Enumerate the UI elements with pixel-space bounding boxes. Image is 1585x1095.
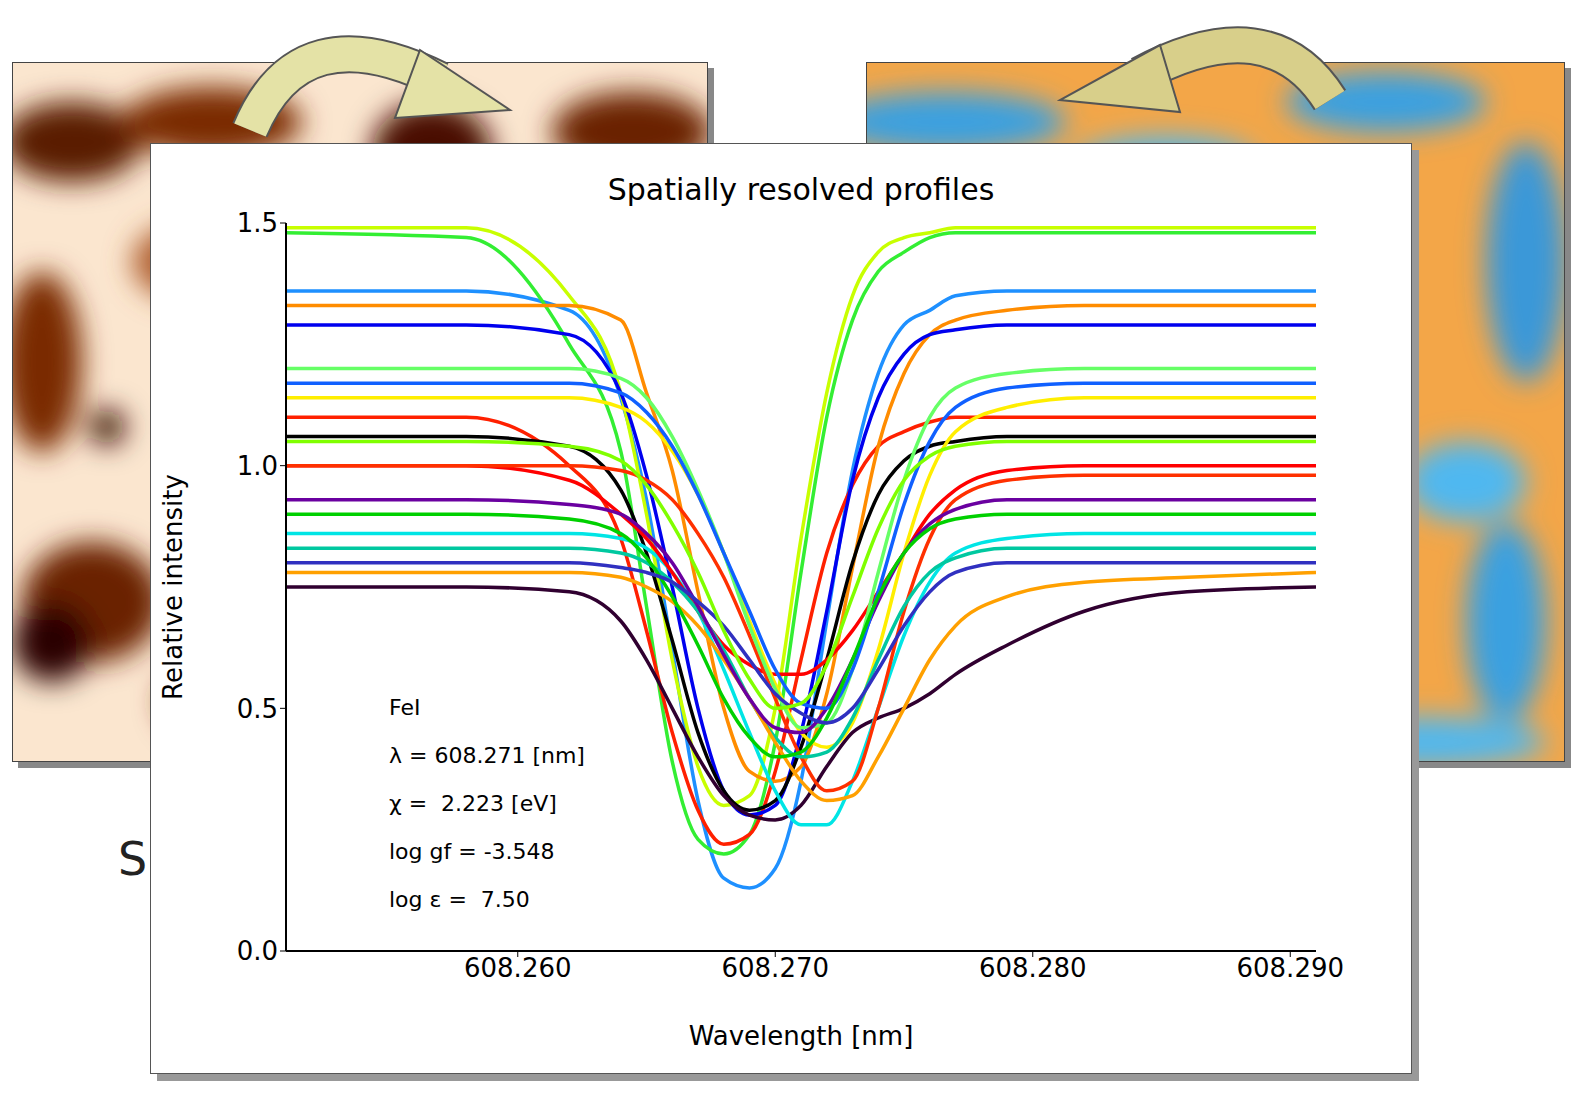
svg-text:1.5: 1.5 — [237, 208, 278, 238]
svg-text:Wavelength [nm]: Wavelength [nm] — [689, 1021, 914, 1051]
svg-text:0.5: 0.5 — [237, 694, 278, 724]
html-text:S: S — [118, 832, 148, 886]
svg-text:0.0: 0.0 — [237, 936, 278, 966]
svg-text:608.260: 608.260 — [464, 953, 572, 983]
svg-text:Relative intensity: Relative intensity — [158, 474, 188, 700]
svg-text:1.0: 1.0 — [237, 451, 278, 481]
html-text:FeI: FeI — [389, 695, 421, 720]
html-text:log gf = -3.548: log gf = -3.548 — [389, 839, 555, 864]
html-text:λ = 608.271 [nm]: λ = 608.271 [nm] — [389, 743, 585, 768]
svg-text:608.280: 608.280 — [979, 953, 1087, 983]
html-text:χ = 2.223 [eV]: χ = 2.223 [eV] — [389, 791, 557, 816]
svg-text:608.290: 608.290 — [1236, 953, 1344, 983]
html-text:log ε = 7.50: log ε = 7.50 — [389, 887, 530, 912]
svg-text:608.270: 608.270 — [721, 953, 829, 983]
html-text:Spatially resolved profiles: Spatially resolved profiles — [607, 172, 995, 207]
